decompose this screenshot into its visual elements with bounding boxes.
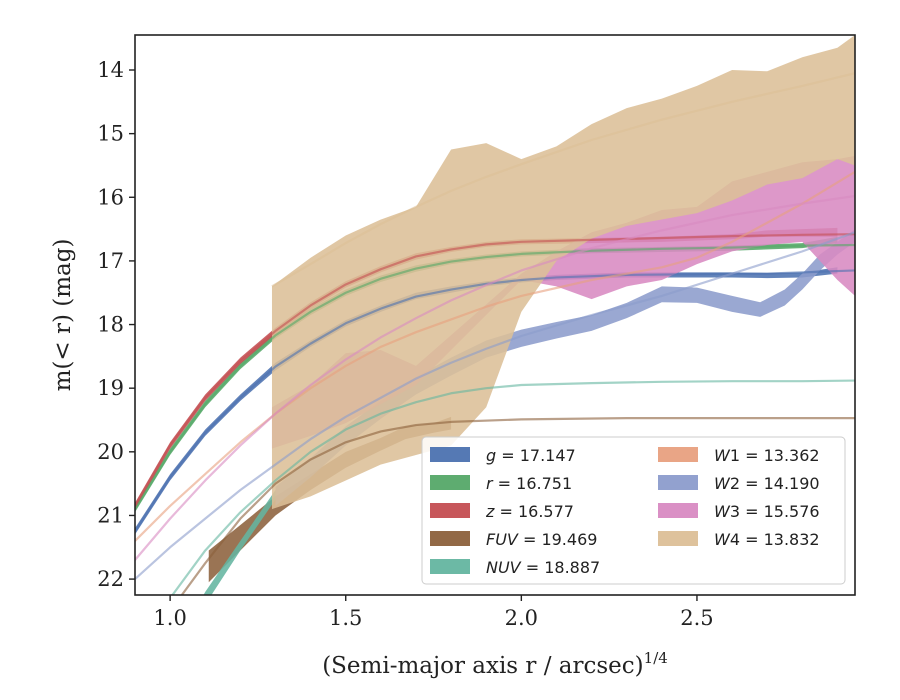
legend-swatch-fuv bbox=[430, 531, 470, 546]
model-curves bbox=[135, 72, 855, 595]
legend-swatch-z bbox=[430, 503, 470, 518]
band-w4 bbox=[271, 35, 855, 510]
y-axis-ticks: 14 15 16 17 18 19 20 21 22 bbox=[97, 58, 135, 591]
curve-w2 bbox=[135, 231, 855, 580]
curve-w4 bbox=[271, 72, 855, 288]
y-tick-label: 21 bbox=[97, 503, 124, 527]
x-axis-title-text: (Semi-major axis r / arcsec) bbox=[322, 653, 643, 679]
legend-label-w2: W2 = 14.190 bbox=[714, 474, 820, 493]
legend-swatch-w1 bbox=[658, 447, 698, 462]
legend-label-fuv: FUV = 19.469 bbox=[486, 530, 597, 549]
legend-frame bbox=[421, 436, 846, 585]
legend-swatch-w2 bbox=[658, 475, 698, 490]
x-tick-label: 2.0 bbox=[505, 606, 538, 630]
y-tick-label: 15 bbox=[97, 122, 124, 146]
legend-label-g: g = 17.147 bbox=[486, 446, 576, 465]
curve-w1 bbox=[135, 170, 855, 542]
y-tick-label: 14 bbox=[97, 58, 124, 82]
y-tick-label: 19 bbox=[97, 376, 124, 400]
legend-label-r: r = 16.751 bbox=[486, 474, 572, 493]
legend-swatch-w4 bbox=[658, 531, 698, 546]
curve-w3 bbox=[135, 194, 855, 561]
y-axis-title: m(< r) (mag) bbox=[50, 239, 76, 392]
x-axis-title-exponent: 1/4 bbox=[644, 649, 668, 667]
legend-label-z: z = 16.577 bbox=[485, 502, 574, 521]
x-axis-ticks: 1.0 1.5 2.0 2.5 bbox=[153, 595, 714, 630]
x-tick-label: 1.5 bbox=[329, 606, 362, 630]
curve-r bbox=[135, 243, 855, 510]
legend-swatch-w3 bbox=[658, 503, 698, 518]
legend-label-nuv: NUV = 18.887 bbox=[486, 558, 600, 577]
y-tick-label: 17 bbox=[97, 249, 124, 273]
curve-fuv bbox=[180, 416, 855, 595]
legend-label-w4: W4 = 13.832 bbox=[714, 530, 820, 549]
curve-g bbox=[135, 269, 855, 532]
legend-label-w3: W3 = 15.576 bbox=[714, 502, 820, 521]
curve-nuv bbox=[171, 379, 855, 595]
x-axis-title: (Semi-major axis r / arcsec)1/4 bbox=[322, 649, 668, 679]
curve-z bbox=[135, 233, 855, 507]
y-tick-label: 16 bbox=[97, 185, 124, 209]
y-tick-label: 22 bbox=[97, 567, 124, 591]
legend-swatch-nuv bbox=[430, 559, 470, 574]
band-w2 bbox=[275, 229, 855, 506]
y-tick-label: 18 bbox=[97, 313, 124, 337]
uncertainty-bands bbox=[135, 35, 855, 595]
plot-frame bbox=[134, 34, 856, 596]
x-tick-label: 2.5 bbox=[680, 606, 713, 630]
legend-label-w1: W1 = 13.362 bbox=[714, 446, 820, 465]
band-nuv bbox=[203, 490, 276, 595]
x-tick-label: 1.0 bbox=[153, 606, 186, 630]
legend: g = 17.147 r = 16.751 z = 16.577 FUV = 19.4… bbox=[421, 436, 846, 585]
legend-swatch-r bbox=[430, 475, 470, 490]
y-tick-label: 20 bbox=[97, 440, 124, 464]
legend-swatch-g bbox=[430, 447, 470, 462]
